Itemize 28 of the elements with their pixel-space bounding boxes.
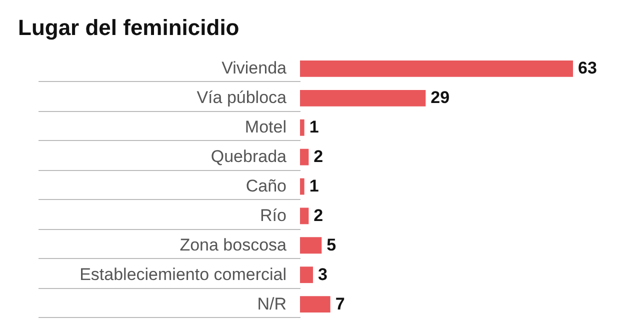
data-label: 1 — [309, 118, 319, 137]
data-label: 1 — [309, 176, 319, 196]
bar — [300, 178, 304, 195]
y-tick-label: Vía públoca — [196, 88, 288, 108]
bar — [300, 60, 573, 77]
chart-title: Lugar del feminicidio — [18, 15, 240, 40]
bar — [300, 119, 304, 136]
bar — [300, 208, 309, 224]
y-tick-label: Vivienda — [222, 58, 288, 78]
bar — [300, 296, 330, 312]
data-label: 5 — [326, 235, 336, 254]
bar — [300, 90, 426, 106]
data-label: 63 — [578, 58, 597, 78]
data-label: 2 — [314, 206, 324, 225]
bar — [300, 148, 309, 166]
bar — [300, 237, 322, 254]
y-tick-label: Quebrada — [210, 147, 288, 166]
y-tick-label: Motel — [244, 118, 286, 137]
y-tick-label: Estableciemiento comercial — [80, 264, 286, 284]
data-label: 7 — [335, 294, 345, 314]
bar — [300, 266, 313, 284]
y-tick-label: Río — [260, 206, 286, 225]
data-label: 3 — [318, 264, 328, 284]
y-tick-label: Caño — [246, 176, 286, 196]
y-tick-label: Zona boscosa — [180, 235, 288, 254]
data-label: 29 — [430, 88, 450, 108]
data-label: 2 — [314, 147, 324, 166]
y-tick-label: N/R — [257, 294, 286, 314]
